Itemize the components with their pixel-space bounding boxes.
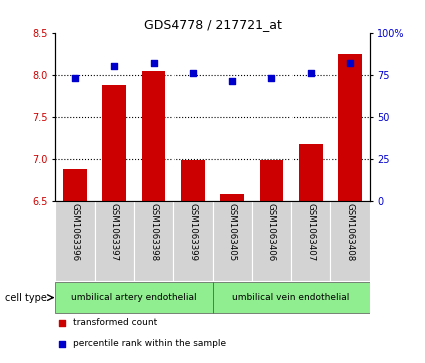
Bar	[102, 85, 126, 201]
Text: GSM1063397: GSM1063397	[110, 203, 119, 261]
Text: cell type: cell type	[5, 293, 47, 303]
Text: umbilical vein endothelial: umbilical vein endothelial	[232, 293, 350, 302]
Bar	[212, 201, 252, 281]
Text: umbilical artery endothelial: umbilical artery endothelial	[71, 293, 197, 302]
Point	[111, 64, 118, 69]
Bar	[181, 160, 204, 201]
Bar	[63, 169, 87, 201]
Text: GSM1063398: GSM1063398	[149, 203, 158, 261]
Bar	[252, 201, 291, 281]
Text: percentile rank within the sample: percentile rank within the sample	[73, 339, 226, 348]
Bar	[291, 201, 331, 281]
Point	[58, 320, 65, 326]
Bar	[299, 143, 323, 201]
Bar	[220, 194, 244, 201]
Point	[268, 75, 275, 81]
Bar	[55, 282, 212, 313]
Bar	[331, 201, 370, 281]
Bar	[260, 159, 283, 201]
Bar	[212, 282, 370, 313]
Point	[229, 78, 235, 84]
Bar	[173, 201, 212, 281]
Point	[58, 341, 65, 347]
Text: GSM1063408: GSM1063408	[346, 203, 354, 261]
Text: GSM1063396: GSM1063396	[71, 203, 79, 261]
Bar	[338, 54, 362, 201]
Bar	[55, 201, 94, 281]
Text: GSM1063407: GSM1063407	[306, 203, 315, 261]
Point	[190, 70, 196, 76]
Point	[71, 75, 78, 81]
Text: GSM1063399: GSM1063399	[188, 203, 197, 261]
Text: GSM1063406: GSM1063406	[267, 203, 276, 261]
Title: GDS4778 / 217721_at: GDS4778 / 217721_at	[144, 19, 281, 32]
Bar	[94, 201, 134, 281]
Point	[307, 70, 314, 76]
Point	[150, 60, 157, 66]
Bar	[142, 71, 165, 201]
Text: transformed count: transformed count	[73, 318, 157, 327]
Bar	[134, 201, 173, 281]
Text: GSM1063405: GSM1063405	[228, 203, 237, 261]
Point	[347, 60, 354, 66]
